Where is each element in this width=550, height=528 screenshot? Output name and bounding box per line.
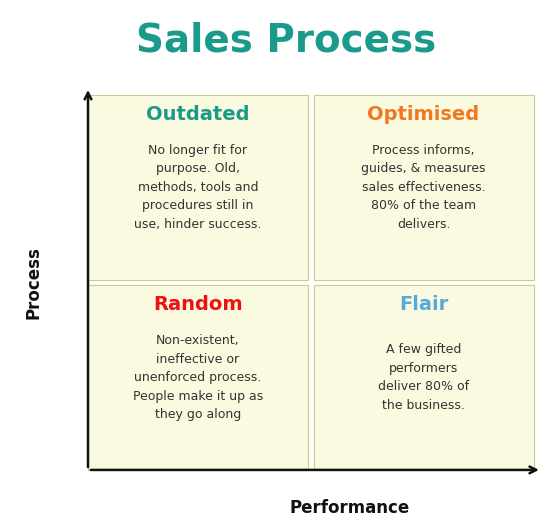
Text: Sales Process: Sales Process [136, 21, 436, 59]
FancyBboxPatch shape [88, 95, 308, 280]
Text: Random: Random [153, 295, 243, 314]
FancyBboxPatch shape [314, 285, 534, 470]
FancyBboxPatch shape [314, 95, 534, 280]
Text: Process: Process [24, 246, 42, 319]
Text: Performance: Performance [289, 499, 409, 517]
Text: Process informs,
guides, & measures
sales effectiveness.
80% of the team
deliver: Process informs, guides, & measures sale… [361, 144, 486, 231]
Text: A few gifted
performers
deliver 80% of
the business.: A few gifted performers deliver 80% of t… [378, 343, 469, 412]
Text: Flair: Flair [399, 295, 448, 314]
Text: Outdated: Outdated [146, 105, 250, 124]
Text: Non-existent,
ineffective or
unenforced process.
People make it up as
they go al: Non-existent, ineffective or unenforced … [133, 334, 263, 421]
FancyBboxPatch shape [88, 285, 308, 470]
Text: Optimised: Optimised [367, 105, 480, 124]
Text: No longer fit for
purpose. Old,
methods, tools and
procedures still in
use, hind: No longer fit for purpose. Old, methods,… [134, 144, 262, 231]
